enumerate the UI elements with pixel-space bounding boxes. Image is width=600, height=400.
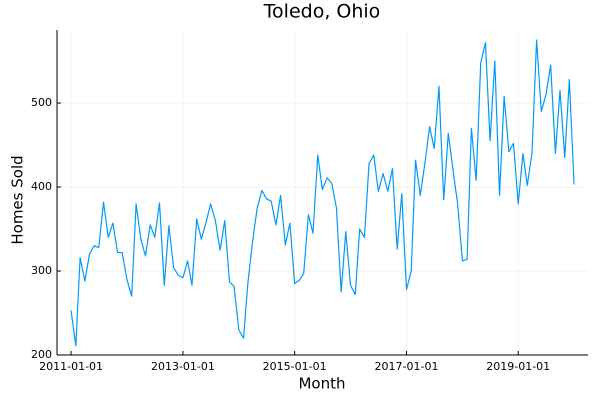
y-tick-label: 200 xyxy=(31,348,52,361)
line-series xyxy=(70,39,575,347)
y-tick-label: 400 xyxy=(31,180,52,193)
x-axis-label: Month xyxy=(298,375,345,393)
y-tick-label: 500 xyxy=(31,96,52,109)
x-tick-label: 2017-01-01 xyxy=(375,360,439,373)
chart-title: Toledo, Ohio xyxy=(263,1,381,23)
x-tick-label: 2013-01-01 xyxy=(151,360,215,373)
x-tick-label: 2019-01-01 xyxy=(486,360,550,373)
x-tick-label: 2011-01-01 xyxy=(39,360,103,373)
y-tick-label: 300 xyxy=(31,264,52,277)
y-axis-label: Homes Sold xyxy=(9,155,27,244)
x-tick-label: 2015-01-01 xyxy=(263,360,327,373)
